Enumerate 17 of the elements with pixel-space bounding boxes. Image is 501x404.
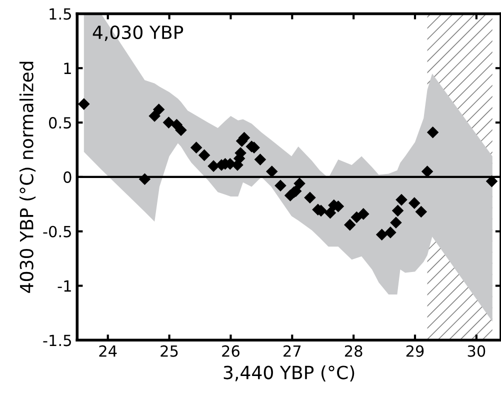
y-tick-label: 0.5	[49, 117, 71, 129]
x-tick-label: 27	[284, 345, 301, 357]
annotation: 4,030 YBP	[92, 25, 184, 41]
x-axis-title: 3,440 YBP (°C)	[224, 365, 354, 382]
x-tick-label: 25	[160, 345, 178, 357]
x-tick-label: 24	[99, 345, 117, 357]
y-tick-label: -1	[58, 280, 71, 292]
x-tick-label: 29	[406, 345, 424, 357]
y-axis-title: 4030 YBP (°C) normalized	[19, 62, 36, 293]
x-tick-label: 28	[344, 345, 362, 357]
x-tick-label: 30	[468, 345, 486, 357]
x-tick-label: 26	[222, 345, 240, 357]
y-tick-label: -0.5	[43, 226, 71, 238]
y-tick-label: 1.5	[50, 8, 71, 20]
y-tick-label: 0	[64, 171, 72, 183]
y-tick-label: -1.5	[43, 334, 71, 346]
y-tick-label: 1	[64, 62, 71, 74]
